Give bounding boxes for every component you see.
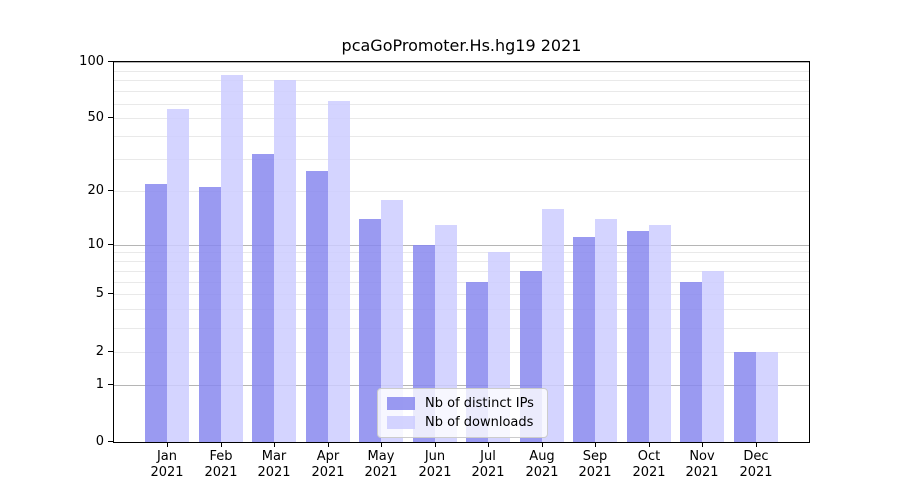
bar-distinct-ips-apr bbox=[306, 171, 328, 442]
bar-downloads-aug bbox=[542, 209, 564, 442]
gridline-y-5 bbox=[114, 294, 809, 295]
x-tick-label-jul: Jul 2021 bbox=[471, 449, 505, 480]
bar-distinct-ips-nov bbox=[680, 282, 702, 442]
gridline-y-30 bbox=[114, 159, 809, 160]
y-tick-mark-0 bbox=[108, 441, 113, 442]
y-tick-mark-100 bbox=[108, 61, 113, 62]
bar-distinct-ips-jan bbox=[145, 184, 167, 442]
y-tick-mark-10 bbox=[108, 244, 113, 245]
x-tick-mark-sep bbox=[595, 443, 596, 447]
y-tick-label-5: 5 bbox=[95, 286, 104, 301]
gridline-y-40 bbox=[114, 136, 809, 137]
gridline-y-70 bbox=[114, 91, 809, 92]
bar-distinct-ips-mar bbox=[252, 154, 274, 442]
x-tick-mark-jun bbox=[435, 443, 436, 447]
y-tick-mark-1 bbox=[108, 384, 113, 385]
y-tick-label-20: 20 bbox=[87, 183, 104, 198]
gridline-y-3 bbox=[114, 328, 809, 329]
y-tick-mark-20 bbox=[108, 190, 113, 191]
bar-downloads-nov bbox=[702, 271, 724, 442]
bar-downloads-jun bbox=[435, 225, 457, 442]
x-tick-mark-feb bbox=[221, 443, 222, 447]
x-tick-mark-apr bbox=[328, 443, 329, 447]
x-tick-mark-jan bbox=[167, 443, 168, 447]
y-tick-label-50: 50 bbox=[87, 110, 104, 125]
y-tick-label-1: 1 bbox=[95, 377, 104, 392]
x-tick-mark-nov bbox=[702, 443, 703, 447]
legend-swatch-downloads bbox=[387, 416, 415, 429]
legend-label-distinct-ips: Nb of distinct IPs bbox=[425, 396, 534, 411]
bar-downloads-feb bbox=[221, 75, 243, 442]
legend-item-downloads: Nb of downloads bbox=[387, 413, 539, 432]
bar-downloads-apr bbox=[328, 101, 350, 442]
legend-item-distinct-ips: Nb of distinct IPs bbox=[387, 394, 539, 413]
x-tick-label-may: May 2021 bbox=[364, 449, 398, 480]
bar-distinct-ips-oct bbox=[627, 231, 649, 442]
gridline-y-100 bbox=[114, 62, 809, 63]
x-tick-label-apr: Apr 2021 bbox=[311, 449, 345, 480]
plot-area: Nb of distinct IPs Nb of downloads bbox=[113, 61, 810, 443]
x-tick-label-jun: Jun 2021 bbox=[418, 449, 452, 480]
bar-downloads-dec bbox=[756, 352, 778, 442]
x-tick-label-oct: Oct 2021 bbox=[632, 449, 666, 480]
gridline-y-7 bbox=[114, 271, 809, 272]
bar-downloads-jan bbox=[167, 109, 189, 442]
gridline-y-9 bbox=[114, 252, 809, 253]
gridline-y-10 bbox=[114, 245, 809, 246]
bar-downloads-sep bbox=[595, 219, 617, 442]
legend-swatch-distinct-ips bbox=[387, 397, 415, 410]
legend: Nb of distinct IPs Nb of downloads bbox=[377, 388, 548, 438]
x-tick-mark-oct bbox=[649, 443, 650, 447]
x-tick-mark-mar bbox=[274, 443, 275, 447]
gridline-y-1 bbox=[114, 385, 809, 386]
x-tick-label-nov: Nov 2021 bbox=[685, 449, 719, 480]
legend-label-downloads: Nb of downloads bbox=[425, 415, 534, 430]
y-tick-mark-5 bbox=[108, 293, 113, 294]
bar-distinct-ips-sep bbox=[573, 237, 595, 442]
gridline-y-8 bbox=[114, 261, 809, 262]
bar-distinct-ips-feb bbox=[199, 187, 221, 442]
y-tick-label-0: 0 bbox=[95, 434, 104, 449]
y-tick-label-10: 10 bbox=[87, 237, 104, 252]
y-tick-label-100: 100 bbox=[79, 54, 104, 69]
bar-downloads-mar bbox=[274, 80, 296, 442]
gridline-y-60 bbox=[114, 104, 809, 105]
gridline-y-6 bbox=[114, 282, 809, 283]
x-tick-label-feb: Feb 2021 bbox=[204, 449, 238, 480]
x-tick-label-aug: Aug 2021 bbox=[525, 449, 559, 480]
y-tick-mark-2 bbox=[108, 351, 113, 352]
bar-downloads-may bbox=[381, 200, 403, 442]
x-tick-mark-aug bbox=[542, 443, 543, 447]
bar-distinct-ips-may bbox=[359, 219, 381, 442]
x-tick-mark-may bbox=[381, 443, 382, 447]
x-tick-mark-dec bbox=[756, 443, 757, 447]
gridline-y-50 bbox=[114, 118, 809, 119]
x-tick-label-dec: Dec 2021 bbox=[739, 449, 773, 480]
gridline-y-20 bbox=[114, 191, 809, 192]
bar-downloads-oct bbox=[649, 225, 671, 442]
gridline-y-80 bbox=[114, 80, 809, 81]
y-tick-mark-50 bbox=[108, 117, 113, 118]
y-tick-label-2: 2 bbox=[95, 344, 104, 359]
gridline-y-2 bbox=[114, 352, 809, 353]
gridline-y-90 bbox=[114, 71, 809, 72]
x-tick-label-sep: Sep 2021 bbox=[578, 449, 612, 480]
chart-title: pcaGoPromoter.Hs.hg19 2021 bbox=[341, 36, 582, 55]
bar-distinct-ips-dec bbox=[734, 352, 756, 442]
x-tick-label-mar: Mar 2021 bbox=[257, 449, 291, 480]
gridline-y-4 bbox=[114, 309, 809, 310]
x-tick-mark-jul bbox=[488, 443, 489, 447]
x-tick-label-jan: Jan 2021 bbox=[150, 449, 184, 480]
